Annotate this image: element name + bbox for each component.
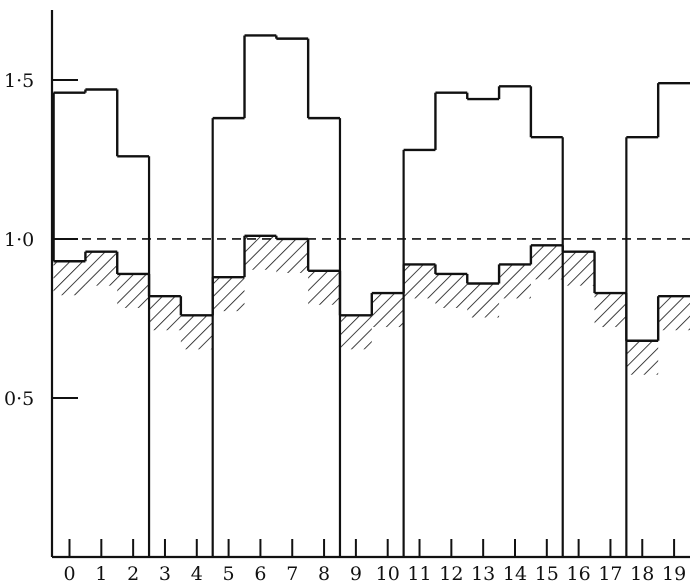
hatch-band-15 (530, 245, 563, 280)
x-tick-label-5: 5 (223, 563, 235, 583)
hatch-band-0 (53, 261, 86, 296)
x-tick-label-19: 19 (662, 563, 686, 583)
hatch-band-13 (467, 283, 500, 318)
hatch-band-12 (435, 273, 468, 308)
hatched-series-layer (53, 235, 690, 375)
axes-layer (50, 10, 690, 559)
x-tick-label-7: 7 (286, 563, 298, 583)
x-tick-label-12: 12 (439, 563, 463, 583)
x-tick-label-2: 2 (127, 563, 139, 583)
hatch-band-14 (499, 264, 531, 299)
hatch-band-2 (117, 273, 150, 308)
hatch-band-10 (371, 293, 404, 328)
hatch-band-19 (658, 296, 690, 331)
hatch-band-6 (244, 235, 277, 270)
hatch-band-17 (594, 293, 627, 328)
y-tick-label-0: 0·5 (4, 388, 34, 410)
x-tick-label-11: 11 (407, 563, 431, 583)
hatch-band-11 (403, 264, 436, 299)
x-tick-label-17: 17 (598, 563, 622, 583)
x-tick-label-10: 10 (376, 563, 400, 583)
y-tick-label-1: 1·0 (4, 229, 34, 251)
outline-series-layer (52, 34, 690, 557)
x-tick-label-15: 15 (535, 563, 559, 583)
hatch-band-7 (276, 238, 309, 273)
hatch-band-3 (149, 296, 181, 331)
hatch-band-18 (626, 340, 659, 375)
x-tick-label-8: 8 (318, 563, 330, 583)
hatch-band-5 (212, 277, 245, 312)
hatch-band-16 (562, 251, 595, 286)
x-tick-label-14: 14 (503, 563, 527, 583)
x-tick-label-1: 1 (95, 563, 107, 583)
x-tick-label-0: 0 (63, 563, 75, 583)
x-tick-label-6: 6 (254, 563, 266, 583)
x-tick-label-16: 16 (567, 563, 591, 583)
hatch-band-4 (180, 315, 213, 350)
hatch-band-8 (308, 270, 340, 305)
y-tick-label-2: 1·5 (4, 70, 34, 92)
x-tick-label-9: 9 (350, 563, 362, 583)
x-tick-label-13: 13 (471, 563, 495, 583)
x-tick-label-3: 3 (159, 563, 171, 583)
hatch-band-9 (339, 315, 372, 350)
x-tick-label-18: 18 (630, 563, 654, 583)
hatch-band-1 (85, 251, 118, 286)
x-tick-label-4: 4 (191, 563, 203, 583)
tick-labels-layer: 0·51·01·50 1 2 3 4 5 6 7 8 9 10 11 12 13 14 15 16 17 18 19 (4, 70, 686, 583)
